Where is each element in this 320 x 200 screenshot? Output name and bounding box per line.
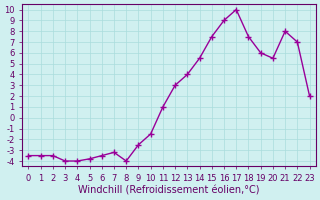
X-axis label: Windchill (Refroidissement éolien,°C): Windchill (Refroidissement éolien,°C) bbox=[78, 186, 260, 196]
